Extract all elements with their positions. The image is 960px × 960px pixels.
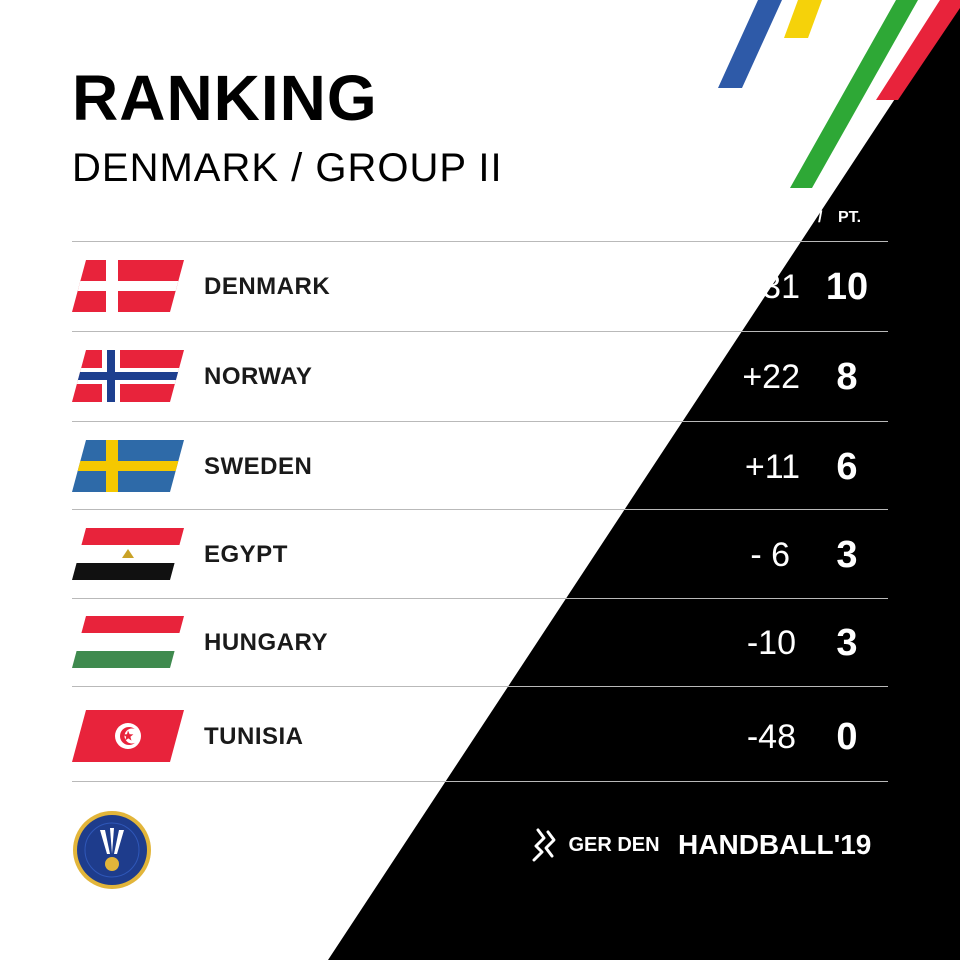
row-divider <box>72 421 888 422</box>
page-title: RANKING <box>72 62 378 134</box>
page-subtitle: DENMARK / GROUP II <box>72 146 503 190</box>
row-divider <box>72 781 888 782</box>
row-divider <box>72 598 888 599</box>
hungary-flag-icon <box>72 616 184 668</box>
goal-diff-value: -10 <box>746 624 796 662</box>
stripe-green <box>790 0 918 188</box>
goal-diff-value: -48 <box>746 718 796 756</box>
dark-diagonal-panel <box>328 0 960 960</box>
handball-emblem-icon <box>532 828 556 862</box>
row-divider <box>72 509 888 510</box>
ihf-badge-icon <box>73 811 151 889</box>
team-name: NORWAY <box>204 363 313 390</box>
egypt-flag-icon <box>72 528 184 580</box>
goal-diff-header: GOAL DIFF. <box>702 209 791 226</box>
stripe-yellow <box>784 0 822 38</box>
points-value: 10 <box>825 266 869 308</box>
team-name: EGYPT <box>204 541 288 568</box>
points-header: PT. <box>838 209 862 226</box>
row-divider <box>72 331 888 332</box>
team-name: DENMARK <box>204 273 331 300</box>
goal-diff-value: +22 <box>742 358 800 396</box>
points-value: 8 <box>836 356 858 398</box>
goal-diff-value: +11 <box>744 448 800 486</box>
points-value: 0 <box>836 716 858 758</box>
norway-flag-icon <box>72 350 184 402</box>
team-name: SWEDEN <box>204 453 313 480</box>
row-divider <box>72 686 888 687</box>
team-name: TUNISIA <box>204 723 304 750</box>
goal-diff-value: - 6 <box>750 536 790 574</box>
points-value: 6 <box>836 446 858 488</box>
goal-diff-value: +31 <box>742 268 800 306</box>
row-divider <box>72 241 888 242</box>
points-value: 3 <box>836 622 858 664</box>
team-name: HUNGARY <box>204 629 328 656</box>
event-name: HANDBALL'19 <box>678 829 872 860</box>
column-separator: / <box>818 209 823 226</box>
stripe-red <box>876 0 960 100</box>
tunisia-flag-icon <box>72 710 184 762</box>
sweden-flag-icon <box>72 440 184 492</box>
stripe-white <box>758 0 864 170</box>
event-brand: GER DEN HANDBALL'19 <box>530 828 871 862</box>
denmark-flag-icon <box>72 260 184 312</box>
host-logo-text: GER DEN <box>568 833 660 856</box>
stripe-blue <box>718 0 782 88</box>
points-value: 3 <box>836 534 858 576</box>
